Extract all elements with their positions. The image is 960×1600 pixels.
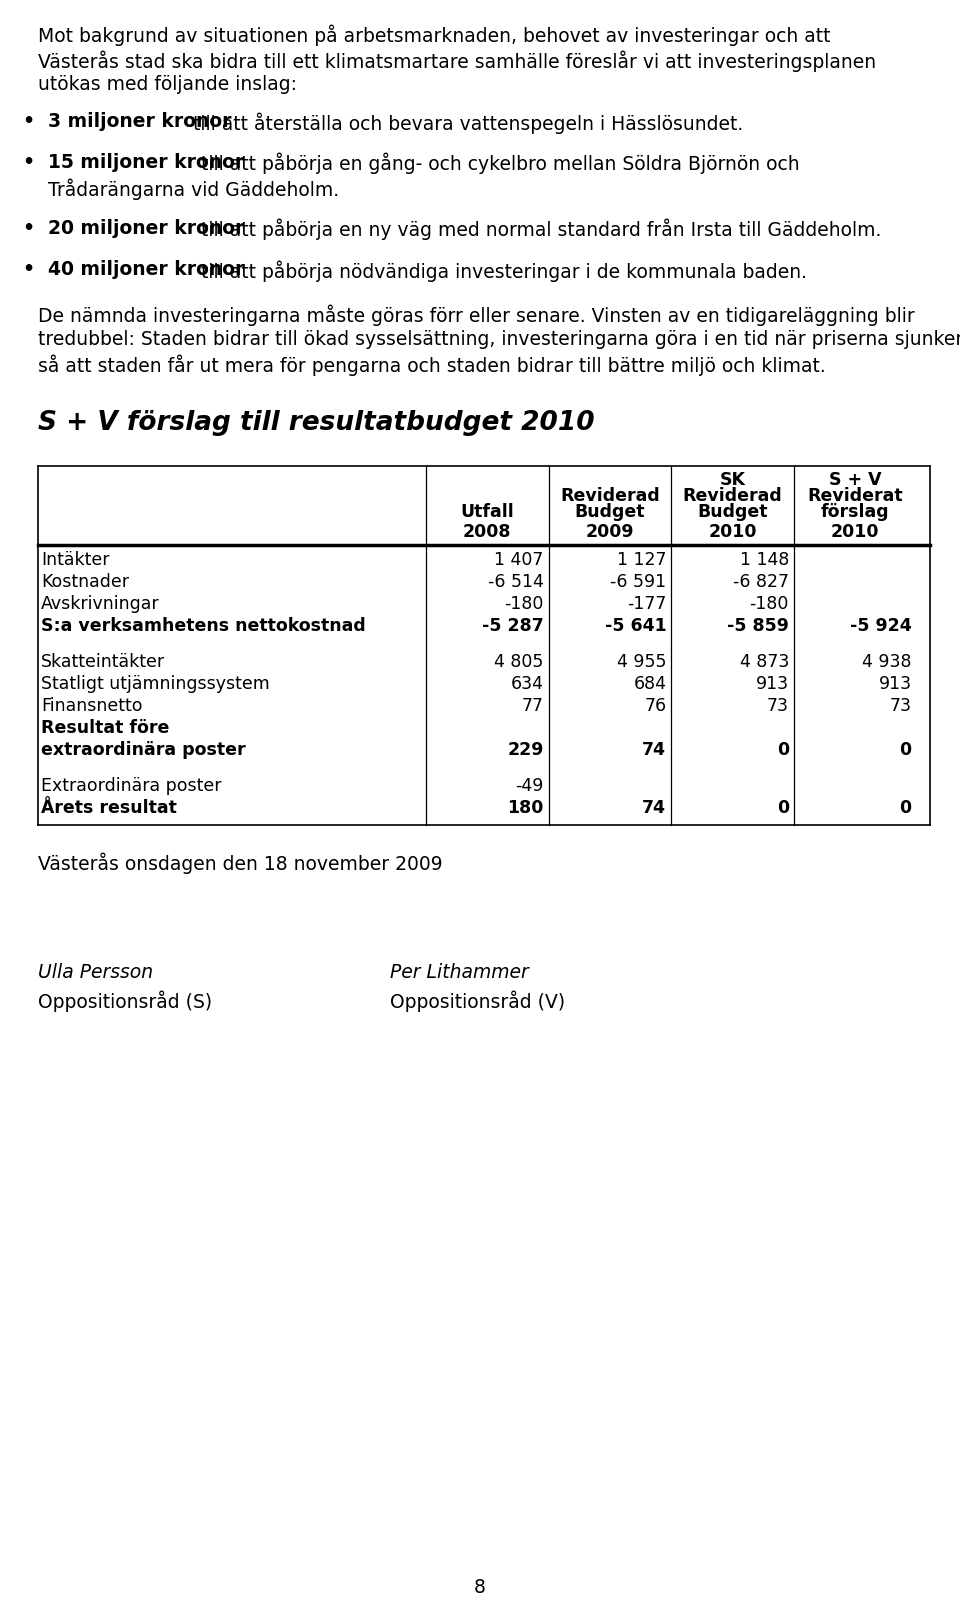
Text: 229: 229 [507, 741, 543, 758]
Text: -5 287: -5 287 [482, 618, 543, 635]
Text: 4 873: 4 873 [739, 653, 789, 670]
Text: 2010: 2010 [831, 523, 879, 541]
Text: -6 514: -6 514 [488, 573, 543, 590]
Text: till att påbörja nödvändiga investeringar i de kommunala baden.: till att påbörja nödvändiga investeringa… [195, 259, 806, 282]
Text: 74: 74 [642, 798, 666, 818]
Text: Finansnetto: Finansnetto [41, 698, 142, 715]
Text: 4 805: 4 805 [494, 653, 543, 670]
Text: Utfall: Utfall [461, 502, 515, 522]
Text: -180: -180 [750, 595, 789, 613]
Text: Reviderad: Reviderad [560, 486, 660, 506]
Text: -177: -177 [627, 595, 666, 613]
Text: 77: 77 [521, 698, 543, 715]
Text: 3 miljoner kronor: 3 miljoner kronor [48, 112, 231, 131]
Text: De nämnda investeringarna måste göras förr eller senare. Vinsten av en tidigarel: De nämnda investeringarna måste göras fö… [38, 306, 915, 326]
Text: Mot bakgrund av situationen på arbetsmarknaden, behovet av investeringar och att: Mot bakgrund av situationen på arbetsmar… [38, 26, 830, 46]
Text: 76: 76 [644, 698, 666, 715]
Text: -5 641: -5 641 [605, 618, 666, 635]
Text: 1 407: 1 407 [494, 550, 543, 570]
Text: Årets resultat: Årets resultat [41, 798, 177, 818]
Text: SK: SK [720, 470, 746, 490]
Text: Oppositionsråd (S): Oppositionsråd (S) [38, 990, 212, 1011]
Text: 913: 913 [756, 675, 789, 693]
Text: Intäkter: Intäkter [41, 550, 109, 570]
Text: så att staden får ut mera för pengarna och staden bidrar till bättre miljö och k: så att staden får ut mera för pengarna o… [38, 355, 826, 376]
Text: Statligt utjämningssystem: Statligt utjämningssystem [41, 675, 270, 693]
Text: 2008: 2008 [463, 523, 512, 541]
Text: Västerås onsdagen den 18 november 2009: Västerås onsdagen den 18 november 2009 [38, 853, 443, 875]
Text: 15 miljoner kronor: 15 miljoner kronor [48, 154, 244, 171]
Text: utökas med följande inslag:: utökas med följande inslag: [38, 75, 297, 94]
Text: 2010: 2010 [708, 523, 756, 541]
Text: 40 miljoner kronor: 40 miljoner kronor [48, 259, 245, 278]
Text: •: • [22, 112, 35, 131]
Text: 0: 0 [900, 798, 912, 818]
Text: -180: -180 [504, 595, 543, 613]
Text: 0: 0 [777, 741, 789, 758]
Text: Budget: Budget [697, 502, 768, 522]
Text: 913: 913 [878, 675, 912, 693]
Text: Extraordinära poster: Extraordinära poster [41, 778, 222, 795]
Text: -49: -49 [516, 778, 543, 795]
Text: 1 127: 1 127 [617, 550, 666, 570]
Text: Budget: Budget [575, 502, 645, 522]
Text: Trådarängarna vid Gäddeholm.: Trådarängarna vid Gäddeholm. [48, 178, 339, 200]
Text: •: • [22, 259, 35, 278]
Text: extraordinära poster: extraordinära poster [41, 741, 246, 758]
Text: •: • [22, 219, 35, 238]
Text: till att påbörja en ny väg med normal standard från Irsta till Gäddeholm.: till att påbörja en ny väg med normal st… [195, 219, 881, 240]
Text: S:a verksamhetens nettokostnad: S:a verksamhetens nettokostnad [41, 618, 366, 635]
Text: 73: 73 [767, 698, 789, 715]
Text: till att påbörja en gång- och cykelbro mellan Söldra Björnön och: till att påbörja en gång- och cykelbro m… [195, 154, 800, 174]
Text: tredubbel: Staden bidrar till ökad sysselsättning, investeringarna göra i en tid: tredubbel: Staden bidrar till ökad sysse… [38, 330, 960, 349]
Text: Avskrivningar: Avskrivningar [41, 595, 159, 613]
Text: S + V förslag till resultatbudget 2010: S + V förslag till resultatbudget 2010 [38, 410, 594, 435]
Text: 1 148: 1 148 [739, 550, 789, 570]
Text: 74: 74 [642, 741, 666, 758]
Text: 0: 0 [900, 741, 912, 758]
Text: -5 859: -5 859 [727, 618, 789, 635]
Text: -6 591: -6 591 [611, 573, 666, 590]
Text: 8: 8 [474, 1578, 486, 1597]
Text: Kostnader: Kostnader [41, 573, 129, 590]
Text: 4 938: 4 938 [862, 653, 912, 670]
Text: 180: 180 [507, 798, 543, 818]
Text: Per Lithammer: Per Lithammer [390, 963, 529, 982]
Text: Resultat före: Resultat före [41, 718, 169, 738]
Text: 73: 73 [890, 698, 912, 715]
Text: Ulla Persson: Ulla Persson [38, 963, 154, 982]
Text: Skatteintäkter: Skatteintäkter [41, 653, 165, 670]
Text: 2009: 2009 [586, 523, 635, 541]
Text: Reviderad: Reviderad [683, 486, 782, 506]
Text: 4 955: 4 955 [617, 653, 666, 670]
Text: -5 924: -5 924 [850, 618, 912, 635]
Text: S + V: S + V [829, 470, 881, 490]
Text: Reviderat: Reviderat [807, 486, 903, 506]
Text: 684: 684 [634, 675, 666, 693]
Text: Västerås stad ska bidra till ett klimatsmartare samhälle föreslår vi att investe: Västerås stad ska bidra till ett klimats… [38, 50, 876, 72]
Text: 0: 0 [777, 798, 789, 818]
Text: -6 827: -6 827 [733, 573, 789, 590]
Text: Oppositionsråd (V): Oppositionsråd (V) [390, 990, 565, 1011]
Text: •: • [22, 154, 35, 171]
Text: förslag: förslag [821, 502, 890, 522]
Text: 634: 634 [511, 675, 543, 693]
Text: 20 miljoner kronor: 20 miljoner kronor [48, 219, 245, 238]
Text: till att återställa och bevara vattenspegeln i Hässlösundet.: till att återställa och bevara vattenspe… [186, 112, 743, 133]
